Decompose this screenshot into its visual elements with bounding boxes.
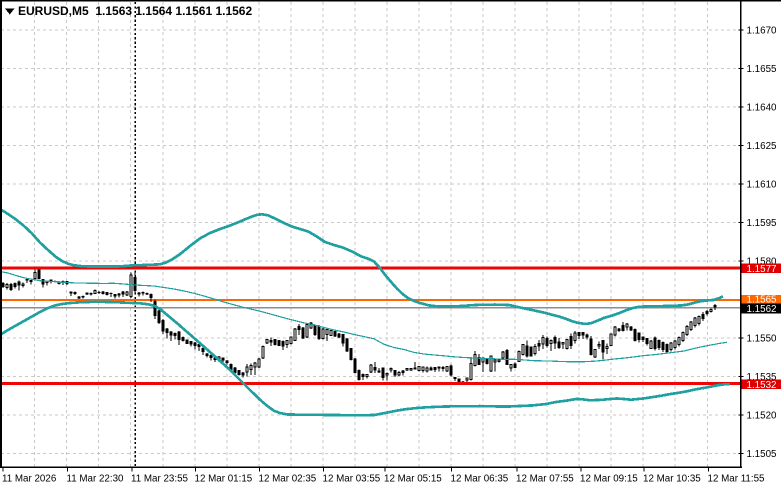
svg-text:1.1505: 1.1505 <box>747 449 778 460</box>
svg-text:1.1532: 1.1532 <box>747 380 777 391</box>
svg-text:11 Mar 2026: 11 Mar 2026 <box>2 474 57 485</box>
svg-text:1.1535: 1.1535 <box>747 372 778 383</box>
svg-text:12 Mar 03:55: 12 Mar 03:55 <box>323 474 381 485</box>
svg-text:12 Mar 10:35: 12 Mar 10:35 <box>643 474 701 485</box>
svg-text:12 Mar 07:55: 12 Mar 07:55 <box>516 474 574 485</box>
svg-text:1.1670: 1.1670 <box>747 25 778 36</box>
svg-text:12 Mar 02:35: 12 Mar 02:35 <box>259 474 317 485</box>
svg-text:12 Mar 09:15: 12 Mar 09:15 <box>580 474 638 485</box>
svg-text:1.1640: 1.1640 <box>747 102 778 113</box>
svg-text:1.1625: 1.1625 <box>747 141 778 152</box>
svg-text:1.1595: 1.1595 <box>747 218 778 229</box>
svg-text:EURUSD,M5 1.1563 1.1564 1.156: EURUSD,M5 1.1563 1.1564 1.1561 1.1562 <box>18 4 252 18</box>
svg-text:1.1550: 1.1550 <box>747 333 778 344</box>
svg-text:1.1562: 1.1562 <box>747 304 777 315</box>
svg-text:1.1580: 1.1580 <box>747 256 778 267</box>
svg-text:12 Mar 11:55: 12 Mar 11:55 <box>708 474 766 485</box>
svg-text:12 Mar 01:15: 12 Mar 01:15 <box>195 474 253 485</box>
svg-text:1.1655: 1.1655 <box>747 64 778 75</box>
svg-text:1.1520: 1.1520 <box>747 410 778 421</box>
svg-text:11 Mar 22:30: 11 Mar 22:30 <box>67 474 125 485</box>
svg-text:1.1610: 1.1610 <box>747 179 778 190</box>
svg-text:11 Mar 23:55: 11 Mar 23:55 <box>131 474 189 485</box>
svg-text:1.1577: 1.1577 <box>747 264 777 275</box>
svg-text:1.1565: 1.1565 <box>747 295 778 306</box>
svg-text:12 Mar 05:15: 12 Mar 05:15 <box>384 474 442 485</box>
svg-text:12 Mar 06:35: 12 Mar 06:35 <box>451 474 509 485</box>
